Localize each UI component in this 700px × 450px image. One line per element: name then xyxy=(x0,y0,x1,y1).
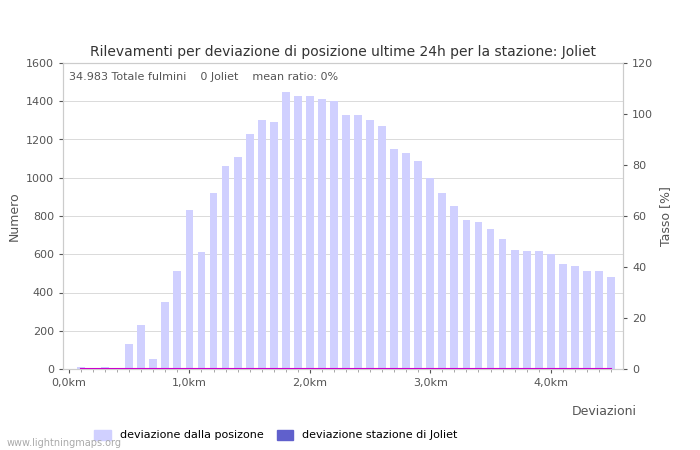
Percentuale stazione di Joliet xyxy=(354,366,363,372)
Percentuale stazione di Joliet xyxy=(342,366,350,372)
Bar xyxy=(342,115,350,369)
Percentuale stazione di Joliet xyxy=(414,366,423,372)
Percentuale stazione di Joliet xyxy=(462,366,470,372)
Bar xyxy=(414,161,422,369)
Percentuale stazione di Joliet xyxy=(186,366,194,372)
Bar xyxy=(137,325,145,369)
Bar xyxy=(535,252,542,369)
Bar xyxy=(571,266,579,369)
Percentuale stazione di Joliet xyxy=(197,366,206,372)
Percentuale stazione di Joliet xyxy=(246,366,254,372)
Bar xyxy=(511,250,519,369)
Bar xyxy=(174,271,181,369)
Bar xyxy=(186,210,193,369)
Bar xyxy=(595,271,603,369)
Bar xyxy=(234,157,241,369)
Percentuale stazione di Joliet xyxy=(293,366,302,372)
Y-axis label: Tasso [%]: Tasso [%] xyxy=(659,186,672,246)
Percentuale stazione di Joliet xyxy=(570,366,579,372)
Bar xyxy=(475,222,482,369)
Bar xyxy=(607,277,615,369)
Bar xyxy=(523,252,531,369)
Percentuale stazione di Joliet xyxy=(366,366,375,372)
Bar xyxy=(222,166,230,369)
Percentuale stazione di Joliet xyxy=(101,366,109,372)
Percentuale stazione di Joliet xyxy=(595,366,603,372)
Bar xyxy=(366,120,374,369)
Percentuale stazione di Joliet xyxy=(390,366,398,372)
Percentuale stazione di Joliet xyxy=(270,366,278,372)
Bar xyxy=(294,95,302,369)
Percentuale stazione di Joliet xyxy=(486,366,495,372)
Bar xyxy=(162,302,169,369)
Bar xyxy=(583,270,591,369)
Text: Deviazioni: Deviazioni xyxy=(572,405,637,418)
Bar xyxy=(378,126,386,369)
Bar xyxy=(209,193,218,369)
Text: 34.983 Totale fulmini    0 Joliet    mean ratio: 0%: 34.983 Totale fulmini 0 Joliet mean rati… xyxy=(69,72,337,82)
Bar xyxy=(318,99,326,369)
Percentuale stazione di Joliet xyxy=(306,366,314,372)
Percentuale stazione di Joliet xyxy=(137,366,146,372)
Bar xyxy=(77,367,85,369)
Percentuale stazione di Joliet xyxy=(318,366,326,372)
Percentuale stazione di Joliet xyxy=(233,366,242,372)
Bar xyxy=(306,95,314,369)
Bar xyxy=(391,149,398,369)
Percentuale stazione di Joliet xyxy=(281,366,290,372)
Percentuale stazione di Joliet xyxy=(450,366,459,372)
Percentuale stazione di Joliet xyxy=(89,366,97,372)
Bar xyxy=(354,115,362,369)
Bar xyxy=(113,368,121,369)
Bar xyxy=(451,207,458,369)
Text: www.lightningmaps.org: www.lightningmaps.org xyxy=(7,438,122,448)
Percentuale stazione di Joliet xyxy=(582,366,591,372)
Percentuale stazione di Joliet xyxy=(173,366,181,372)
Percentuale stazione di Joliet xyxy=(426,366,435,372)
Percentuale stazione di Joliet xyxy=(125,366,134,372)
Percentuale stazione di Joliet xyxy=(221,366,230,372)
Percentuale stazione di Joliet xyxy=(559,366,567,372)
Bar xyxy=(89,368,97,369)
Bar xyxy=(438,193,447,369)
Bar xyxy=(197,252,205,369)
Y-axis label: Numero: Numero xyxy=(7,191,20,241)
Bar xyxy=(102,368,109,369)
Percentuale stazione di Joliet xyxy=(510,366,519,372)
Bar xyxy=(330,101,338,369)
Percentuale stazione di Joliet xyxy=(498,366,507,372)
Bar xyxy=(282,92,290,369)
Bar xyxy=(463,220,470,369)
Bar xyxy=(426,178,434,369)
Percentuale stazione di Joliet xyxy=(330,366,338,372)
Percentuale stazione di Joliet xyxy=(77,366,85,372)
Bar xyxy=(125,344,133,369)
Percentuale stazione di Joliet xyxy=(209,366,218,372)
Bar xyxy=(402,153,410,369)
Bar xyxy=(270,122,278,369)
Bar xyxy=(498,239,507,369)
Percentuale stazione di Joliet xyxy=(161,366,169,372)
Percentuale stazione di Joliet xyxy=(522,366,531,372)
Percentuale stazione di Joliet xyxy=(378,366,386,372)
Percentuale stazione di Joliet xyxy=(402,366,410,372)
Percentuale stazione di Joliet xyxy=(535,366,543,372)
Percentuale stazione di Joliet xyxy=(547,366,555,372)
Percentuale stazione di Joliet xyxy=(607,366,615,372)
Title: Rilevamenti per deviazione di posizione ultime 24h per la stazione: Joliet: Rilevamenti per deviazione di posizione … xyxy=(90,45,596,59)
Percentuale stazione di Joliet xyxy=(149,366,158,372)
Percentuale stazione di Joliet xyxy=(258,366,266,372)
Bar xyxy=(258,120,265,369)
Bar xyxy=(149,360,158,369)
Percentuale stazione di Joliet xyxy=(438,366,447,372)
Bar xyxy=(486,230,494,369)
Percentuale stazione di Joliet xyxy=(475,366,483,372)
Percentuale stazione di Joliet xyxy=(113,366,121,372)
Bar xyxy=(246,134,253,369)
Bar xyxy=(547,254,554,369)
Bar xyxy=(559,264,567,369)
